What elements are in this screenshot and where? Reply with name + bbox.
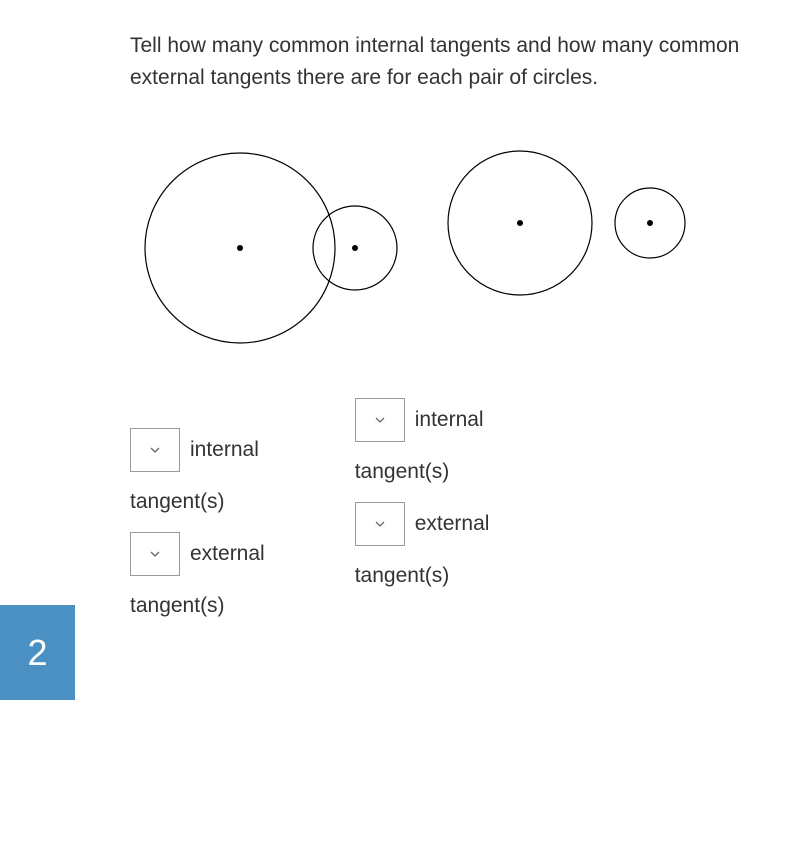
answer-left-internal: internal tangent(s) bbox=[130, 428, 265, 514]
center-dot bbox=[517, 220, 523, 226]
external-label: external bbox=[415, 512, 490, 536]
tangents-label: tangent(s) bbox=[130, 490, 265, 514]
tangents-label: tangent(s) bbox=[355, 564, 490, 588]
select-row: external bbox=[355, 502, 490, 546]
center-dot bbox=[352, 245, 358, 251]
answers-right-column: internal tangent(s) external tangent(s) bbox=[355, 398, 490, 588]
answers-left-column: internal tangent(s) external tangent(s) bbox=[130, 428, 265, 618]
external-select-left[interactable] bbox=[130, 532, 180, 576]
internal-label: internal bbox=[415, 408, 484, 432]
answer-right-external: external tangent(s) bbox=[355, 502, 490, 588]
question-number: 2 bbox=[27, 632, 47, 674]
select-row: internal bbox=[355, 398, 490, 442]
diagram-left bbox=[130, 133, 400, 368]
tangents-label: tangent(s) bbox=[355, 460, 490, 484]
chevron-down-icon bbox=[149, 444, 161, 456]
answer-right-internal: internal tangent(s) bbox=[355, 398, 490, 484]
diagram-right bbox=[440, 133, 710, 368]
chevron-down-icon bbox=[374, 518, 386, 530]
content-area: Tell how many common internal tangents a… bbox=[0, 0, 790, 648]
external-select-right[interactable] bbox=[355, 502, 405, 546]
internal-select-left[interactable] bbox=[130, 428, 180, 472]
answer-left-external: external tangent(s) bbox=[130, 532, 265, 618]
chevron-down-icon bbox=[149, 548, 161, 560]
internal-label: internal bbox=[190, 438, 259, 462]
question-text: Tell how many common internal tangents a… bbox=[130, 30, 740, 93]
answers-row: internal tangent(s) external tangent(s) bbox=[130, 398, 740, 618]
select-row: external bbox=[130, 532, 265, 576]
circles-intersecting-svg bbox=[130, 133, 400, 363]
tangents-label: tangent(s) bbox=[130, 594, 265, 618]
center-dot bbox=[647, 220, 653, 226]
select-row: internal bbox=[130, 428, 265, 472]
question-number-badge: 2 bbox=[0, 605, 75, 700]
center-dot bbox=[237, 245, 243, 251]
internal-select-right[interactable] bbox=[355, 398, 405, 442]
external-label: external bbox=[190, 542, 265, 566]
diagrams-row bbox=[130, 133, 740, 368]
circles-separate-svg bbox=[440, 133, 710, 313]
chevron-down-icon bbox=[374, 414, 386, 426]
